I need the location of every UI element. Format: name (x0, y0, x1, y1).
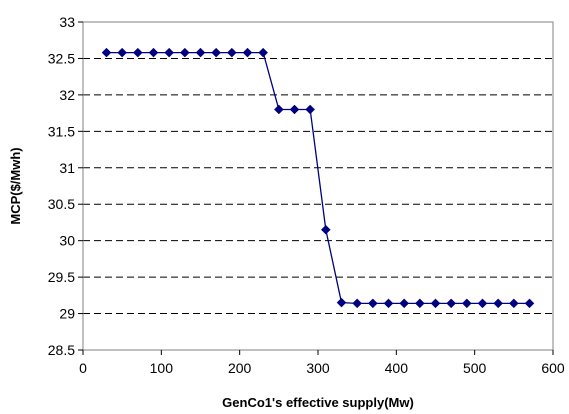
x-tick-label: 300 (306, 360, 330, 376)
data-point (414, 298, 425, 309)
x-axis-title: GenCo1's effective supply(Mw) (222, 395, 414, 410)
data-point (477, 298, 488, 309)
y-tick-label: 30 (59, 233, 75, 249)
y-tick-label: 32 (59, 87, 75, 103)
data-point (164, 47, 175, 58)
data-point (508, 298, 519, 309)
data-point (132, 47, 143, 58)
data-point (320, 224, 331, 235)
y-tick-label: 32.5 (48, 50, 75, 66)
data-point (242, 47, 253, 58)
y-tick-label: 29.5 (48, 269, 75, 285)
y-axis-title: MCP($/Mwh) (8, 147, 23, 224)
data-point (195, 47, 206, 58)
x-tick-label: 100 (150, 360, 174, 376)
y-tick-label: 33 (59, 14, 75, 30)
data-point (493, 298, 504, 309)
data-point (367, 298, 378, 309)
x-tick-label: 400 (385, 360, 409, 376)
data-point (399, 298, 410, 309)
data-point (461, 298, 472, 309)
series-line (106, 51, 530, 305)
data-point (211, 47, 222, 58)
data-point (273, 104, 284, 115)
y-tick-label: 28.5 (48, 342, 75, 358)
y-tick-label: 30.5 (48, 196, 75, 212)
data-point (430, 298, 441, 309)
data-point (226, 47, 237, 58)
data-point (383, 298, 394, 309)
data-point (258, 47, 269, 58)
x-tick-label: 600 (541, 360, 565, 376)
data-point (352, 298, 363, 309)
data-point (179, 47, 190, 58)
y-tick-label: 31 (59, 160, 75, 176)
x-tick-label: 500 (463, 360, 487, 376)
data-point (446, 298, 457, 309)
data-point (148, 47, 159, 58)
data-point (336, 297, 347, 308)
tick-labels: 28.5 29 29.5 30 30.5 31 31.5 32 32.5 33 0 100 200 300… (48, 14, 565, 376)
data-point (117, 47, 128, 58)
y-tick-label: 31.5 (48, 123, 75, 139)
data-point (305, 104, 316, 115)
data-point (101, 47, 112, 58)
x-tick-label: 0 (79, 360, 87, 376)
data-point (289, 104, 300, 115)
gridlines (83, 57, 553, 315)
x-tick-label: 200 (228, 360, 252, 376)
axis-ticks (78, 21, 554, 355)
y-tick-label: 29 (59, 306, 75, 322)
series-layer (101, 47, 535, 309)
data-point (524, 298, 535, 309)
